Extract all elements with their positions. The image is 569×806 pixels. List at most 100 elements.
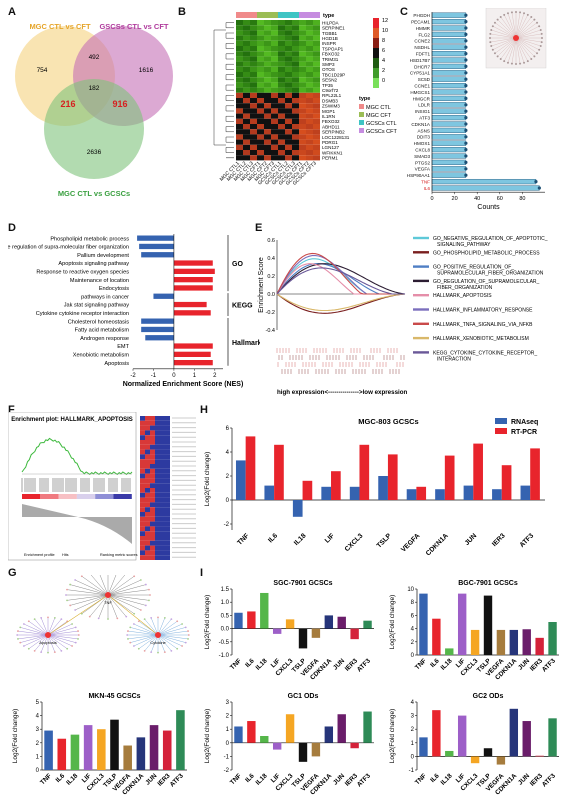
- heatmap-gene-label: TBC1D29P: [322, 72, 345, 77]
- gsea-f-heat-cell: [165, 478, 170, 484]
- bar-c-SC5D: [431, 76, 467, 82]
- gsea-f-heat-cell: [150, 478, 155, 484]
- bar-RNAseq-IL6: [264, 485, 275, 500]
- gsea-f-heat-cell: [150, 502, 155, 508]
- network-thumbnail-node: [510, 62, 513, 65]
- network-g-node: [184, 641, 187, 644]
- heatmap-cell: [299, 134, 306, 140]
- bar-JUN: [149, 725, 159, 770]
- network-thumbnail-edge: [492, 26, 517, 39]
- tick-c-IL6: IL6: [424, 186, 431, 191]
- heatmap-cell: [236, 72, 243, 78]
- heatmap-gene-label: C9orf72: [322, 88, 339, 93]
- heatmap-scale-swatch: [373, 38, 379, 48]
- heatmap-cell: [299, 35, 306, 41]
- heatmap-cell: [292, 118, 299, 124]
- bar-c-dot-INSIG1: [464, 109, 468, 113]
- gsea-f-heat-cell: [160, 536, 165, 541]
- heatmap-cell: [285, 113, 292, 119]
- venn-set3-label: MGC CTL vs GCSCs: [58, 189, 130, 198]
- gsea-f-heat-cell: [140, 516, 145, 522]
- heatmap-cell: [250, 87, 257, 93]
- network-thumbnail-node: [540, 32, 543, 35]
- network-g-node: [88, 615, 91, 618]
- heatmap-cell: [292, 92, 299, 98]
- network-g-node: [170, 649, 173, 652]
- gsea-f-heat-cell: [165, 425, 170, 431]
- tick-d: Pallium development: [77, 253, 129, 259]
- network-g-node: [97, 617, 100, 620]
- network-g-node: [116, 617, 119, 620]
- heatmap-cell: [299, 129, 306, 135]
- network-g-edge: [47, 627, 76, 636]
- ytick-label: 1: [36, 754, 40, 760]
- xtick-label-JUN: JUN: [464, 532, 479, 547]
- network-thumbnail-edge: [497, 19, 517, 39]
- heatmap-cell: [278, 35, 285, 41]
- gsea-f-heat-cell: [165, 521, 170, 527]
- bar-RT-PCR-IER3: [501, 465, 512, 500]
- ytick-label: 0: [411, 653, 415, 659]
- bar-RT-PCR-TNF: [245, 436, 256, 500]
- ytick-label: 4: [411, 627, 415, 633]
- heatmap-type-cell: [271, 12, 278, 18]
- heatmap-dendrogram-branch: [225, 53, 234, 60]
- gsea-f-heat-cell: [155, 516, 160, 522]
- network-g-edge: [157, 634, 189, 640]
- heatmap-cell: [278, 118, 285, 124]
- heatmap-cell: [250, 82, 257, 88]
- heatmap-cell: [271, 113, 278, 119]
- gsea-f-heat-cell: [155, 464, 160, 469]
- gsea-f-heat-cell: [160, 420, 165, 426]
- network-g-node: [74, 626, 77, 629]
- bar-RNAseq-TSLP: [378, 476, 388, 500]
- network-g-edge: [40, 634, 49, 653]
- heatmap-cell: [264, 144, 271, 150]
- bar-c-dot-HMMR: [464, 26, 468, 30]
- heatmap-cell: [285, 92, 292, 98]
- heatmap-cell: [257, 72, 264, 78]
- heatmap-cell: [243, 72, 250, 78]
- heatmap-cell: [299, 150, 306, 156]
- heatmap-cell: [264, 35, 271, 41]
- bar-TNF: [419, 737, 428, 757]
- tick-d: Response to reactive oxygen species: [36, 270, 129, 276]
- network-thumbnail-edge: [515, 37, 540, 50]
- heatmap-cell: [299, 139, 306, 145]
- heatmap-cell: [299, 51, 306, 57]
- heatmap-cell: [299, 103, 306, 109]
- heatmap-gene-label: SESN2: [322, 78, 338, 83]
- tick-d: Androgen response: [80, 336, 129, 342]
- heatmap-cell: [292, 20, 299, 26]
- heatmap-type-cell: [250, 12, 257, 18]
- heatmap-cell: [236, 118, 243, 124]
- tick-c-SMAD3: SMAD3: [414, 154, 430, 159]
- network-thumbnail-edge: [515, 12, 521, 39]
- gsea-f-heat-cell: [155, 416, 160, 421]
- bar-c-VEGFA: [431, 166, 467, 172]
- network-thumbnail-edge: [515, 37, 538, 54]
- network-g-edge: [40, 617, 49, 636]
- bar-RT-PCR-CDKN1A: [444, 455, 455, 500]
- xtick-d: 2: [213, 373, 217, 379]
- series-line-e-4: [276, 263, 405, 295]
- heatmap-type-swatch: [359, 112, 364, 117]
- gsea-f-heat-cell: [165, 555, 170, 560]
- heatmap-cell: [292, 46, 299, 52]
- heatmap-cell: [264, 25, 271, 31]
- gsea-f-heat-cell: [155, 440, 160, 445]
- heatmap-cell: [285, 129, 292, 135]
- network-thumbnail-edge: [504, 14, 517, 39]
- bar-c-dot-TNF: [534, 180, 538, 184]
- heatmap-cell: [236, 92, 243, 98]
- bar-c-dot-IL6: [537, 186, 541, 190]
- heatmap-cell: [271, 124, 278, 130]
- gsea-f-heat-cell: [155, 435, 160, 440]
- gsea-f-heat-cell: [165, 502, 170, 508]
- network-g-node: [80, 612, 83, 615]
- venn-count-only2: 1616: [139, 67, 154, 74]
- heatmap-gene-label: LGN127: [322, 145, 340, 150]
- heatmap-cell: [243, 113, 250, 119]
- tick-c-PECAM1: PECAM1: [411, 20, 430, 25]
- heatmap-cell: [250, 25, 257, 31]
